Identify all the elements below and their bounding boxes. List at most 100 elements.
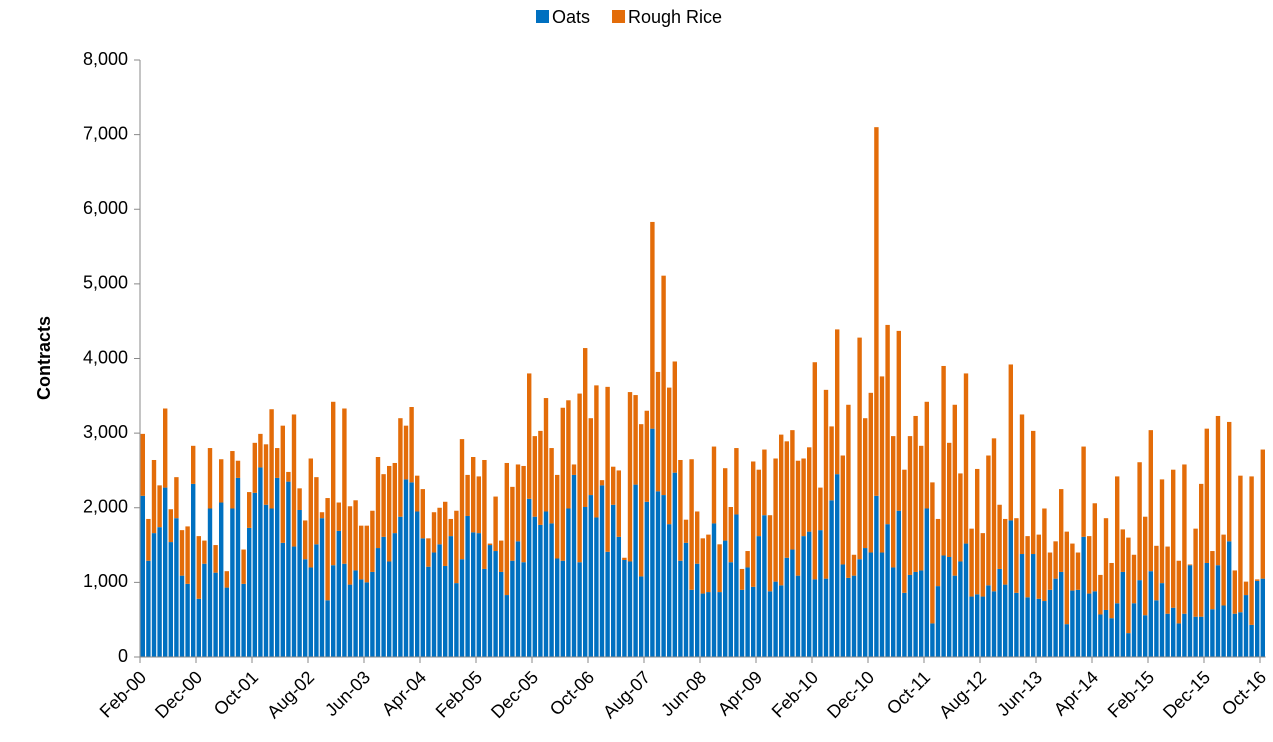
bar-segment — [655, 371, 661, 492]
bar-segment — [689, 589, 694, 657]
bar-segment — [958, 473, 963, 562]
bar-segment — [767, 515, 773, 592]
bar-segment — [387, 561, 392, 657]
bar-segment — [235, 477, 241, 657]
y-tick-label: 6,000 — [83, 198, 128, 218]
bar-segment — [515, 541, 521, 657]
y-tick-label: 5,000 — [83, 273, 128, 293]
bar-segment — [493, 551, 498, 657]
bar-segment — [583, 507, 588, 657]
bar-segment — [493, 496, 498, 552]
bar-segment — [941, 365, 946, 556]
bar-segment — [476, 476, 481, 534]
bar-segment — [370, 510, 375, 572]
bar-segment — [751, 586, 756, 657]
bar-segment — [325, 600, 330, 657]
bar-segment — [639, 424, 644, 577]
bar-segment — [291, 546, 297, 657]
x-tick-label: Feb-10 — [768, 667, 822, 721]
bar-segment — [879, 552, 885, 657]
bar-segment — [907, 436, 913, 575]
bar-segment — [947, 557, 952, 657]
bar-segment — [532, 516, 537, 657]
bar-segment — [1165, 613, 1170, 657]
bar-segment — [1221, 534, 1226, 606]
bar-segment — [247, 527, 252, 657]
bar-segment — [174, 518, 179, 657]
bar-segment — [443, 501, 448, 566]
bar-segment — [359, 525, 364, 580]
bar-segment — [980, 596, 985, 657]
bar-segment — [191, 483, 196, 657]
bar-segment — [723, 540, 728, 657]
bar-segment — [672, 472, 677, 657]
bar-segment — [683, 542, 689, 657]
bar-segment — [297, 488, 302, 510]
bar-segment — [252, 442, 257, 493]
bar-segment — [829, 500, 834, 657]
bar-segment — [437, 507, 442, 545]
bar-segment — [230, 508, 235, 657]
bar-segment — [1031, 430, 1036, 555]
bar-segment — [353, 570, 358, 657]
bar-segment — [1126, 537, 1131, 634]
bar-segment — [179, 530, 185, 576]
bar-segment — [767, 591, 773, 657]
bar-segment — [751, 461, 756, 587]
bar-segment — [627, 561, 633, 657]
bar-segment — [1238, 475, 1243, 613]
bar-segment — [1193, 616, 1198, 657]
bar-segment — [863, 418, 868, 549]
bar-segment — [1249, 624, 1254, 657]
bar-segment — [286, 471, 291, 482]
bar-segment — [213, 572, 218, 657]
bar-segment — [919, 570, 924, 657]
x-tick-label: Feb-05 — [432, 667, 486, 721]
y-tick-label: 7,000 — [83, 123, 128, 143]
bar-segment — [1120, 571, 1125, 657]
bar-segment — [359, 579, 364, 657]
bar-segment — [773, 581, 778, 657]
bar-segment — [168, 542, 173, 657]
bar-segment — [717, 592, 722, 657]
bar-segment — [286, 481, 291, 657]
bar-segment — [672, 361, 677, 473]
bar-segment — [420, 538, 425, 657]
bar-segment — [291, 414, 297, 547]
bar-segment — [319, 518, 325, 657]
bar-segment — [627, 392, 633, 562]
bar-segment — [734, 448, 739, 515]
y-tick-label: 4,000 — [83, 347, 128, 367]
bar-segment — [818, 487, 823, 531]
x-tick-label: Oct-16 — [1218, 667, 1270, 719]
x-tick-label: Oct-11 — [883, 667, 934, 718]
bar-segment — [1042, 601, 1047, 657]
bar-segment — [163, 487, 168, 657]
bar-segment — [459, 559, 465, 657]
bar-segment — [1103, 609, 1109, 657]
bar-segment — [1126, 633, 1131, 657]
bar-segment — [1260, 449, 1265, 579]
bar-segment — [807, 531, 812, 657]
bar-segment — [930, 623, 935, 657]
bar-segment — [846, 577, 851, 657]
x-tick-label: Jun-08 — [657, 667, 710, 720]
bar-segment — [935, 518, 941, 587]
bar-segment — [997, 504, 1002, 569]
bar-segment — [1238, 612, 1243, 657]
bar-segment — [683, 519, 689, 543]
bar-segment — [398, 418, 403, 517]
bar-segment — [1176, 623, 1181, 657]
bar-segment — [756, 536, 761, 657]
bar-segment — [471, 457, 476, 533]
bar-segment — [459, 439, 465, 560]
bar-segment — [1019, 554, 1025, 657]
x-tick-label: Dec-10 — [823, 667, 878, 722]
bar-segment — [303, 520, 308, 560]
bar-segment — [336, 502, 341, 531]
x-tick-label: Aug-12 — [935, 667, 990, 722]
bar-segment — [762, 449, 767, 516]
bar-segment — [784, 441, 789, 558]
bar-segment — [1036, 534, 1041, 599]
